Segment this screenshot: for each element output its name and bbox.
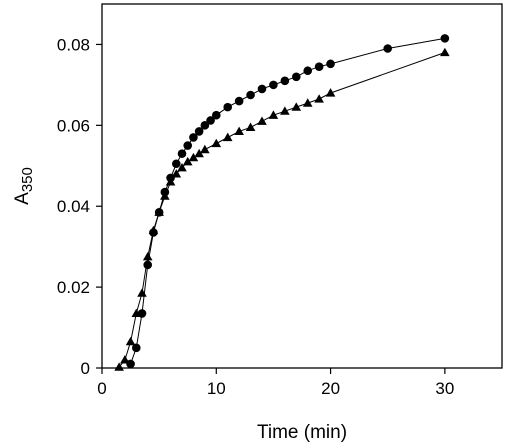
data-point-circle [326,59,335,69]
data-point-circle [200,121,210,130]
y-tick-label: 0.08 [57,35,90,54]
data-point-circle [177,149,187,158]
plot-frame [101,3,503,369]
data-point-circle [383,44,393,53]
data-point-triangle [165,177,176,186]
data-point-triangle [325,88,336,97]
data-point-triangle [160,191,170,200]
data-point-circle [303,66,313,76]
data-point-triangle [302,98,313,107]
data-point-circle [183,141,193,150]
data-point-triangle [188,152,199,162]
data-point-triangle [171,169,182,178]
y-tick-label: 0.04 [57,197,90,216]
data-point-triangle [131,308,142,317]
data-point-triangle [154,207,164,216]
data-point-triangle [137,288,147,297]
y-tick-label: 0 [81,359,90,378]
data-point-circle [223,102,233,112]
data-point-triangle [211,138,222,148]
data-point-triangle [291,102,302,111]
x-tick-label: 20 [321,379,340,398]
data-point-circle [211,110,221,120]
y-tick-label: 0.06 [57,116,90,135]
series-line-triangle [118,52,446,368]
x-tick-label: 0 [97,379,106,398]
y-axis-ticks: 0 0.02 0.04 0.06 0.08 [57,35,102,378]
data-point-circle [269,80,278,90]
data-point-triangle [200,144,210,154]
data-point-triangle [177,163,187,172]
x-tick-label: 30 [435,379,454,398]
data-point-triangle [148,225,159,235]
data-point-triangle [234,126,244,135]
data-point-circle [246,90,255,100]
data-point-triangle [182,156,193,166]
data-point-triangle [142,251,153,261]
x-axis-ticks: 0 10 20 30 [97,368,454,398]
data-point-triangle [440,47,450,57]
data-point-circle [291,72,301,82]
series-triangle [114,47,450,371]
data-point-circle [234,96,244,106]
data-point-triangle [245,122,256,131]
data-point-circle [257,84,267,94]
data-point-circle [189,133,198,142]
data-point-circle [131,343,141,353]
x-axis-title: Time (min) [257,422,347,443]
data-point-triangle [314,94,324,103]
data-point-triangle [125,336,136,346]
data-point-circle [280,76,290,86]
series-circle [126,34,450,369]
x-tick-label: 10 [207,379,226,398]
y-axis-title: A350 [12,167,36,205]
y-axis-title-sub: 350 [19,167,36,192]
data-point-triangle [268,110,279,119]
y-axis-title-main: A [12,192,33,205]
data-point-circle [171,159,181,169]
data-point-triangle [114,362,124,371]
data-point-triangle [194,148,204,158]
data-point-triangle [257,116,267,125]
data-point-triangle [222,132,233,142]
data-point-circle [440,34,450,43]
data-point-triangle [280,106,290,115]
data-point-triangle [120,355,130,364]
data-point-circle [194,127,204,136]
data-point-circle [143,260,153,270]
data-point-circle [206,116,215,125]
series-layer [114,34,450,371]
y-tick-label: 0.02 [57,278,90,297]
data-point-circle [314,62,324,71]
series-line-circle [130,37,445,365]
